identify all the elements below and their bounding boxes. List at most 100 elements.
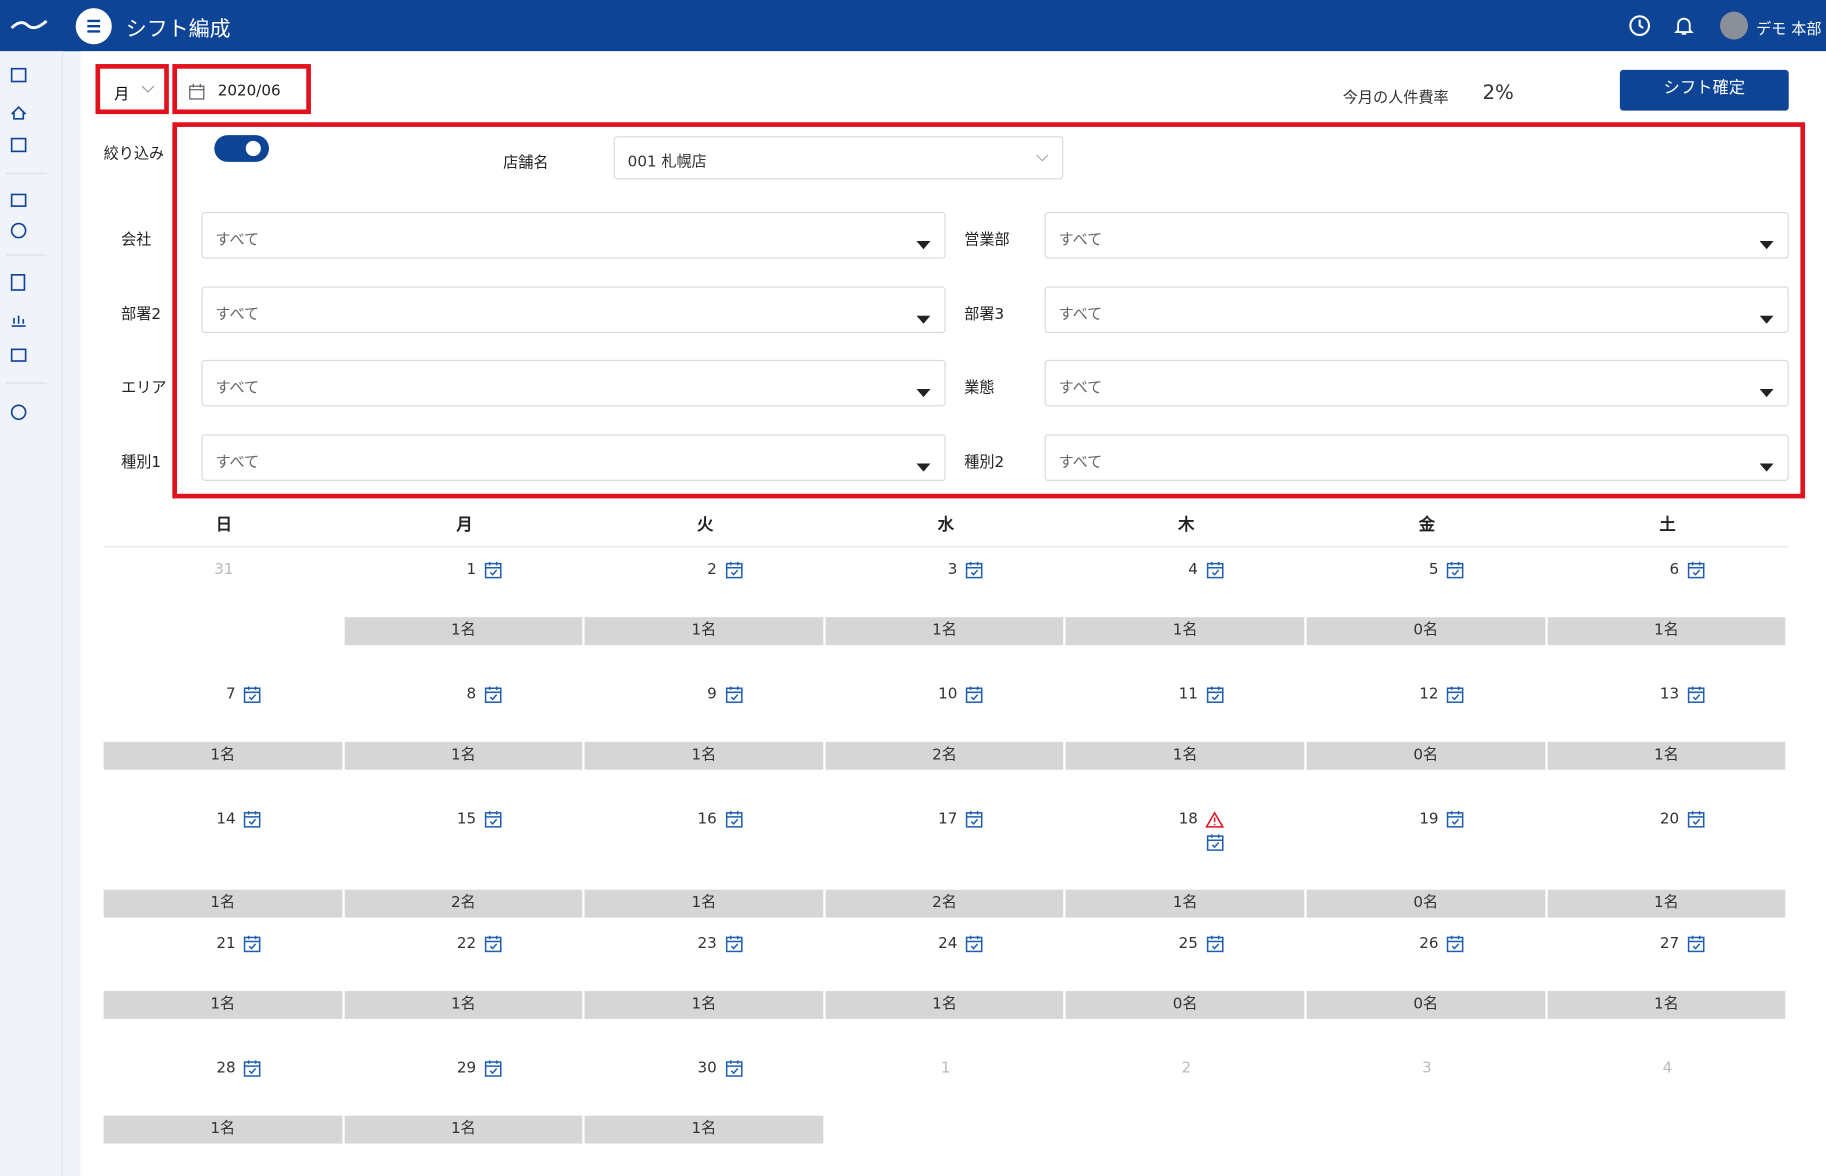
user-name[interactable]: デモ 本部 — [1756, 20, 1822, 39]
dropdown-arrow — [916, 232, 931, 254]
field-label: 会社 — [121, 231, 152, 250]
shift-icon — [1687, 561, 1705, 583]
date-number: 5 — [1428, 561, 1439, 579]
weekday-label: 火 — [696, 515, 714, 535]
date-number: 3 — [1422, 1059, 1432, 1078]
field-select[interactable]: すべて — [1044, 434, 1789, 482]
view-select[interactable]: 月 — [114, 86, 130, 104]
staff-count: 1名 — [344, 991, 583, 1019]
staff-count: 1名 — [344, 1115, 583, 1144]
dropdown-arrow — [916, 454, 931, 476]
field-select[interactable]: すべて — [1044, 360, 1789, 407]
shift-icon — [965, 811, 983, 833]
shift-icon — [725, 811, 742, 833]
dropdown-arrow — [1759, 380, 1774, 402]
sidebar-icons[interactable] — [0, 51, 62, 447]
date-number: 18 — [1178, 810, 1198, 828]
staff-count: 1名 — [344, 741, 583, 770]
shift-icon — [965, 561, 983, 583]
staff-count: 0名 — [1306, 889, 1545, 918]
date-number: 27 — [1659, 935, 1680, 953]
staff-count: 1名 — [103, 991, 342, 1019]
staff-count: 1名 — [584, 991, 824, 1019]
warning-icon — [1204, 811, 1224, 833]
field-select[interactable]: すべて — [1044, 286, 1789, 333]
bell-icon[interactable] — [1672, 14, 1695, 37]
avatar[interactable] — [1720, 11, 1748, 40]
shift-icon — [1206, 686, 1224, 708]
shift-icon — [244, 686, 261, 708]
staff-count: 0名 — [1306, 617, 1545, 646]
menu-button[interactable] — [75, 8, 112, 45]
shift-icon — [484, 935, 502, 957]
chevron — [1036, 154, 1049, 162]
date-picker[interactable]: 2020/06 — [217, 82, 281, 101]
field-select[interactable]: すべて — [201, 211, 946, 259]
store-select[interactable]: 001 札幌店 — [613, 136, 1064, 180]
staff-count: 1名 — [584, 889, 824, 918]
date-number: 31 — [214, 561, 234, 579]
field-select[interactable]: すべて — [201, 286, 946, 333]
weekday-label: 土 — [1659, 515, 1676, 535]
filter-toggle[interactable] — [214, 135, 270, 162]
staff-count: 1名 — [344, 617, 583, 646]
shift-icon — [244, 811, 261, 833]
cost-value: 2% — [1482, 81, 1514, 105]
shift-icon — [725, 561, 742, 583]
date-number: 4 — [1662, 1059, 1673, 1078]
date-number: 28 — [216, 1059, 236, 1078]
field-label: 種別2 — [964, 454, 1005, 472]
field-label: 営業部 — [964, 231, 1010, 250]
date-number: 13 — [1659, 685, 1680, 704]
staff-count: 1名 — [1066, 617, 1305, 646]
dropdown-arrow — [916, 380, 931, 402]
field-select[interactable]: すべて — [201, 434, 946, 482]
date-number: 12 — [1419, 685, 1439, 704]
page-title: シフト編成 — [125, 17, 231, 42]
date-number: 24 — [938, 935, 958, 953]
shift-icon — [484, 561, 502, 583]
confirm-button[interactable]: シフト確定 — [1619, 69, 1789, 111]
date-number: 30 — [697, 1059, 717, 1078]
weekday-label: 月 — [456, 515, 473, 535]
staff-count: 0名 — [1306, 991, 1545, 1019]
shift-icon — [965, 935, 983, 957]
date-number: 2 — [1181, 1059, 1192, 1078]
weekday-label: 日 — [215, 515, 233, 535]
filter-label: 絞り込み — [103, 145, 165, 164]
shift-icon — [244, 1060, 261, 1082]
field-label: エリア — [121, 380, 167, 398]
weekday-label: 金 — [1418, 515, 1436, 535]
staff-count: 1名 — [825, 617, 1064, 646]
dropdown-arrow — [1759, 306, 1774, 328]
date-number: 6 — [1669, 561, 1680, 579]
date-number: 20 — [1659, 810, 1680, 828]
shift-icon — [484, 811, 502, 833]
date-number: 23 — [697, 935, 717, 953]
staff-count: 1名 — [825, 991, 1064, 1019]
shift-icon — [1687, 935, 1705, 957]
shift-icon — [725, 686, 742, 708]
field-select[interactable]: すべて — [201, 360, 946, 407]
field-label: 部署3 — [964, 305, 1005, 324]
shift-icon — [1447, 561, 1464, 583]
staff-count: 1名 — [584, 1115, 824, 1144]
staff-count: 0名 — [1066, 991, 1305, 1019]
staff-count: 2名 — [825, 741, 1064, 770]
date-number: 15 — [456, 810, 477, 828]
highlight-box — [95, 64, 169, 115]
date-number: 1 — [466, 561, 477, 579]
shift-icon — [1687, 811, 1705, 833]
staff-count: 1名 — [584, 617, 824, 646]
top-bar: シフト編成 デモ 本部 — [0, 0, 1826, 52]
dropdown-arrow — [1759, 454, 1774, 476]
clock-icon[interactable] — [1628, 14, 1651, 37]
logo — [10, 19, 48, 30]
date-number: 11 — [1178, 685, 1198, 704]
shift-icon — [244, 935, 261, 957]
staff-count: 1名 — [1066, 741, 1305, 770]
sidebar — [0, 51, 63, 1176]
highlight-box — [172, 122, 1806, 499]
field-select[interactable]: すべて — [1044, 211, 1789, 259]
